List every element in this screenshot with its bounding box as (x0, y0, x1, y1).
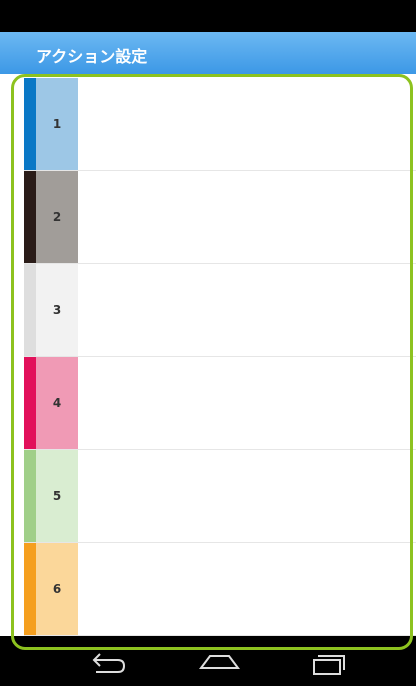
color-stripe (24, 264, 36, 356)
action-row[interactable]: 5 (24, 450, 416, 543)
color-block (36, 264, 78, 356)
nav-bar (0, 636, 416, 686)
action-row[interactable]: 3 (24, 264, 416, 357)
status-bar (0, 0, 416, 32)
back-button[interactable] (92, 653, 126, 673)
home-button[interactable] (199, 655, 240, 669)
color-block (36, 171, 78, 263)
color-block (36, 357, 78, 449)
color-stripe (24, 78, 36, 170)
color-stripe (24, 357, 36, 449)
color-block (36, 543, 78, 635)
title: アクション設定 (36, 47, 148, 66)
row-number: 1 (52, 117, 62, 131)
row-number: 6 (52, 582, 62, 596)
color-block (36, 450, 78, 542)
row-number: 5 (52, 489, 62, 503)
color-stripe (24, 171, 36, 263)
action-list: 1 2 3 4 5 6 (24, 78, 416, 636)
row-number: 4 (52, 396, 62, 410)
action-row[interactable]: 1 (24, 78, 416, 171)
color-stripe (24, 450, 36, 542)
nav-icons (92, 653, 345, 675)
action-row[interactable]: 6 (24, 543, 416, 636)
color-stripe (24, 543, 36, 635)
recents-button[interactable] (313, 655, 345, 675)
row-number: 2 (52, 210, 62, 224)
action-row[interactable]: 4 (24, 357, 416, 450)
color-block (36, 78, 78, 170)
row-number: 3 (52, 303, 62, 317)
action-row[interactable]: 2 (24, 171, 416, 264)
title-bar: アクション設定 (0, 32, 416, 74)
